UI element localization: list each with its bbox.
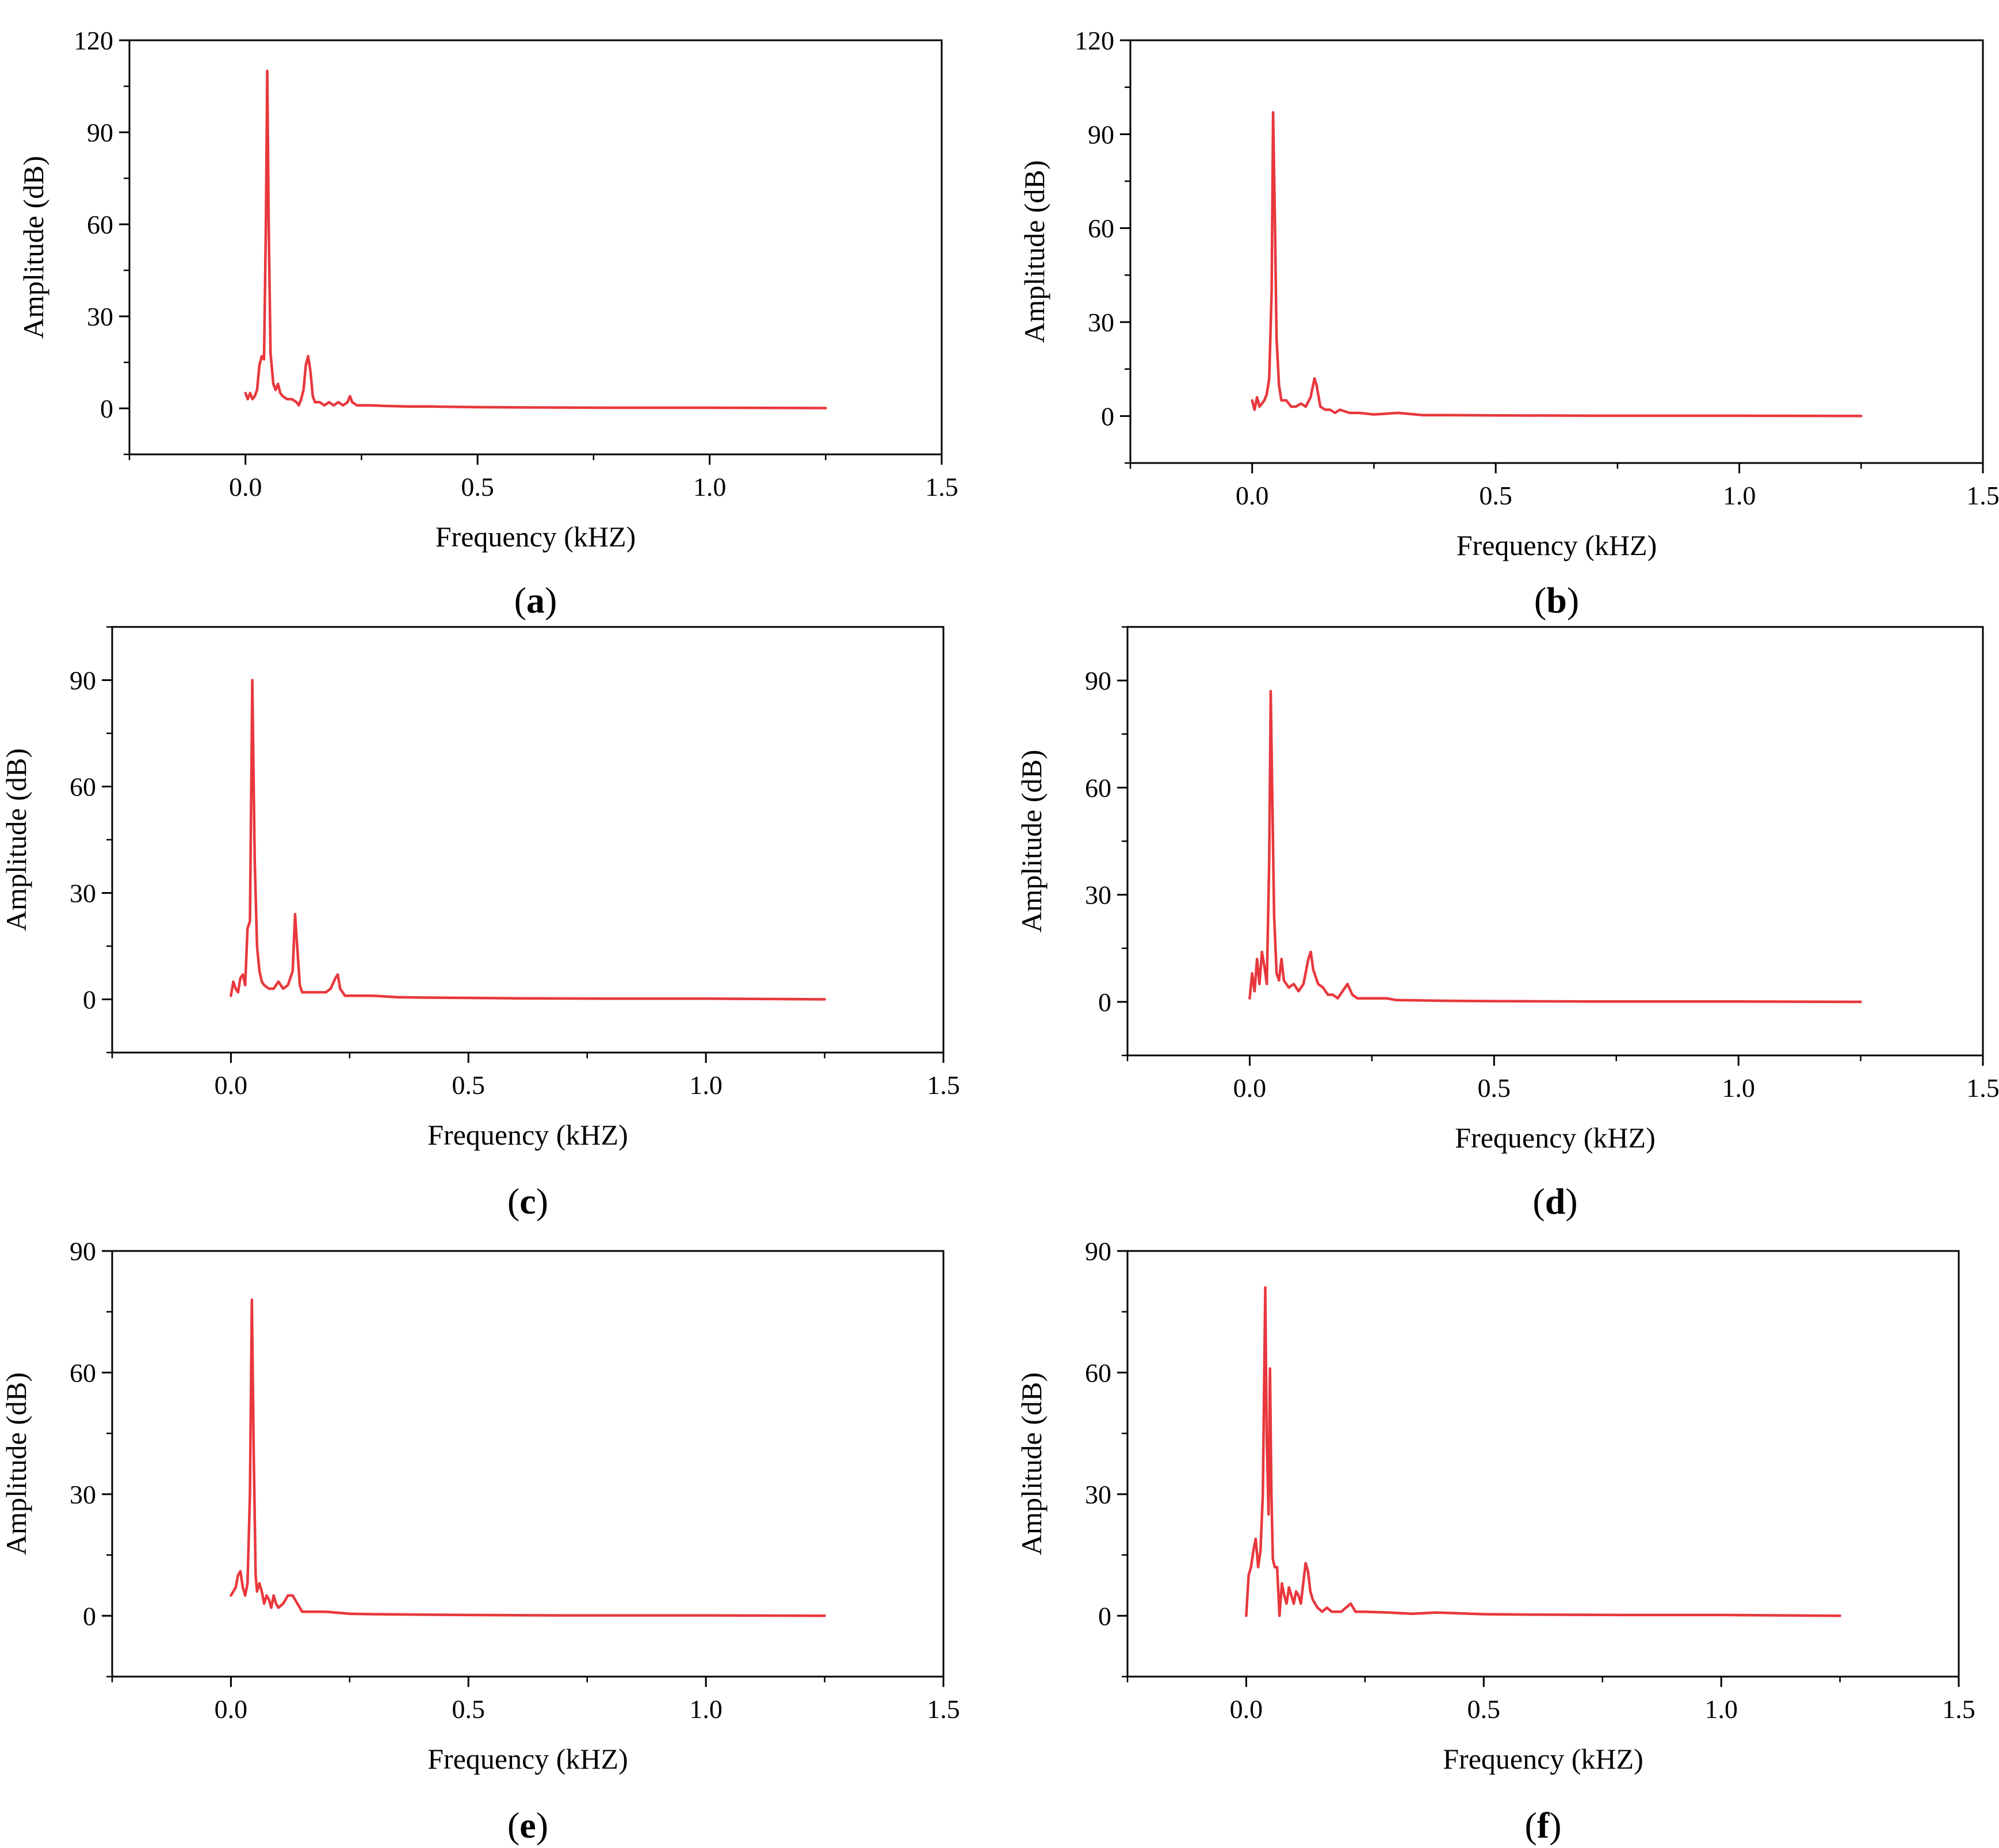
y-tick-label: 60: [70, 772, 96, 802]
y-tick-label: 30: [70, 879, 96, 908]
x-axis-title: Frequency (kHZ): [427, 1119, 628, 1151]
spectrum-line: [1251, 110, 1863, 418]
y-tick-label: 120: [74, 26, 113, 55]
panel-letter: e: [519, 1805, 536, 1846]
x-tick-label: 0.5: [452, 1070, 486, 1100]
y-tick-label: 0: [1098, 1601, 1111, 1631]
panel-letter: a: [526, 580, 545, 621]
y-tick-label: 60: [1088, 214, 1114, 243]
x-tick-label: 1.5: [927, 1694, 960, 1724]
y-tick-label: 0: [83, 985, 96, 1015]
x-axis-title: Frequency (kHZ): [427, 1743, 628, 1775]
panel-caption: (d): [1532, 1181, 1577, 1222]
x-tick-label: 1.0: [1723, 481, 1756, 510]
plot-frame: [1129, 39, 1984, 464]
y-tick-label: 30: [1088, 308, 1114, 337]
x-tick-label: 1.0: [689, 1694, 723, 1724]
x-tick-label: 1.5: [927, 1070, 960, 1100]
spectrum-line: [230, 679, 826, 1001]
chart-panel-a: 0.0 0.5 1.0 1.5 0 30 60 90 120 Frequency (kHZ) Amp…: [17, 26, 958, 621]
y-tick-label: 60: [70, 1358, 96, 1387]
plot-frame: [1126, 1250, 1960, 1678]
x-tick-label: 1.0: [1704, 1694, 1738, 1724]
y-axis-title: Amplitude (dB): [17, 156, 49, 339]
y-tick-label: 30: [70, 1480, 96, 1509]
x-tick-label: 0.0: [215, 1070, 248, 1100]
x-tick-label: 0.5: [1479, 481, 1512, 510]
y-tick-label: 90: [1088, 120, 1114, 149]
y-tick-label: 30: [87, 302, 113, 331]
x-tick-label: 0.5: [1467, 1694, 1501, 1724]
panel-caption: (f): [1525, 1805, 1562, 1846]
x-tick-label: 0.0: [1233, 1073, 1267, 1103]
x-tick-label: 1.5: [1942, 1694, 1975, 1724]
chart-panel-f: 0.0 0.5 1.0 1.5 0 30 60 90 Frequency (kHZ) Amplit…: [1015, 1237, 1975, 1846]
y-tick-label: 90: [1085, 1237, 1111, 1266]
panel-letter: d: [1545, 1181, 1566, 1222]
x-tick-label: 0.5: [461, 472, 494, 502]
y-tick-label: 90: [70, 1237, 96, 1266]
plot-frame: [128, 39, 943, 456]
panel-caption: (e): [507, 1805, 548, 1846]
y-tick-label: 30: [1085, 1480, 1111, 1509]
x-tick-label: 1.0: [689, 1070, 723, 1100]
x-tick-label: 1.5: [1966, 1073, 1999, 1103]
x-tick-label: 1.5: [925, 472, 958, 502]
y-tick-label: 90: [70, 666, 96, 695]
panel-caption: (a): [514, 580, 557, 621]
panel-letter: f: [1537, 1805, 1550, 1846]
y-tick-label: 90: [87, 118, 113, 147]
x-tick-label: 1.0: [1722, 1073, 1755, 1103]
x-tick-label: 1.0: [693, 472, 727, 502]
panel-letter: b: [1546, 580, 1567, 621]
y-axis-title: Amplitude (dB): [1018, 160, 1050, 343]
x-tick-label: 0.0: [215, 1694, 248, 1724]
chart-panel-e: 0.0 0.5 1.0 1.5 0 30 60 90 Frequency (kHZ) Amplit…: [0, 1237, 960, 1846]
y-tick-label: 120: [1075, 26, 1114, 55]
x-tick-label: 0.5: [452, 1694, 486, 1724]
y-tick-label: 0: [100, 394, 113, 423]
chart-panel-b: 0.0 0.5 1.0 1.5 0 30 60 90 120 Frequency (kHZ) Amp…: [1018, 26, 1999, 621]
y-axis-title: Amplitude (dB): [1015, 1372, 1048, 1555]
x-axis-title: Frequency (kHZ): [435, 521, 636, 553]
y-tick-label: 0: [83, 1601, 96, 1631]
y-tick-label: 60: [1085, 1358, 1111, 1387]
y-tick-label: 60: [87, 210, 113, 239]
spectrum-line: [244, 70, 827, 410]
x-axis-title: Frequency (kHZ): [1443, 1743, 1643, 1775]
chart-panel-d: 0.0 0.5 1.0 1.5 0 30 60 90 Frequency (kHZ) Amplit…: [1015, 626, 1999, 1222]
spectrum-line: [1245, 1286, 1841, 1617]
y-tick-label: 0: [1098, 988, 1111, 1017]
y-axis-title: Amplitude (dB): [0, 1372, 32, 1555]
y-axis-title: Amplitude (dB): [1015, 749, 1048, 932]
y-tick-label: 60: [1085, 773, 1111, 802]
x-axis-title: Frequency (kHZ): [1457, 529, 1657, 561]
panel-letter: c: [519, 1181, 536, 1222]
x-tick-label: 1.5: [1966, 481, 1999, 510]
x-tick-label: 0.0: [229, 472, 262, 502]
x-tick-label: 0.5: [1478, 1073, 1511, 1103]
y-tick-label: 30: [1085, 881, 1111, 910]
x-axis-title: Frequency (kHZ): [1455, 1122, 1656, 1154]
panel-caption: (b): [1534, 580, 1579, 621]
y-tick-label: 90: [1085, 666, 1111, 695]
y-axis-title: Amplitude (dB): [0, 748, 32, 931]
spectrum-line: [230, 1298, 826, 1617]
panel-caption: (c): [507, 1181, 548, 1222]
y-tick-label: 0: [1101, 401, 1114, 431]
chart-panel-c: 0.0 0.5 1.0 1.5 0 30 60 90 Frequency (kHZ) Amplit…: [0, 626, 960, 1222]
x-tick-label: 0.0: [1230, 1694, 1263, 1724]
spectrum-line: [1248, 690, 1862, 1004]
x-tick-label: 0.0: [1236, 481, 1269, 510]
plot-frame: [111, 1250, 945, 1678]
